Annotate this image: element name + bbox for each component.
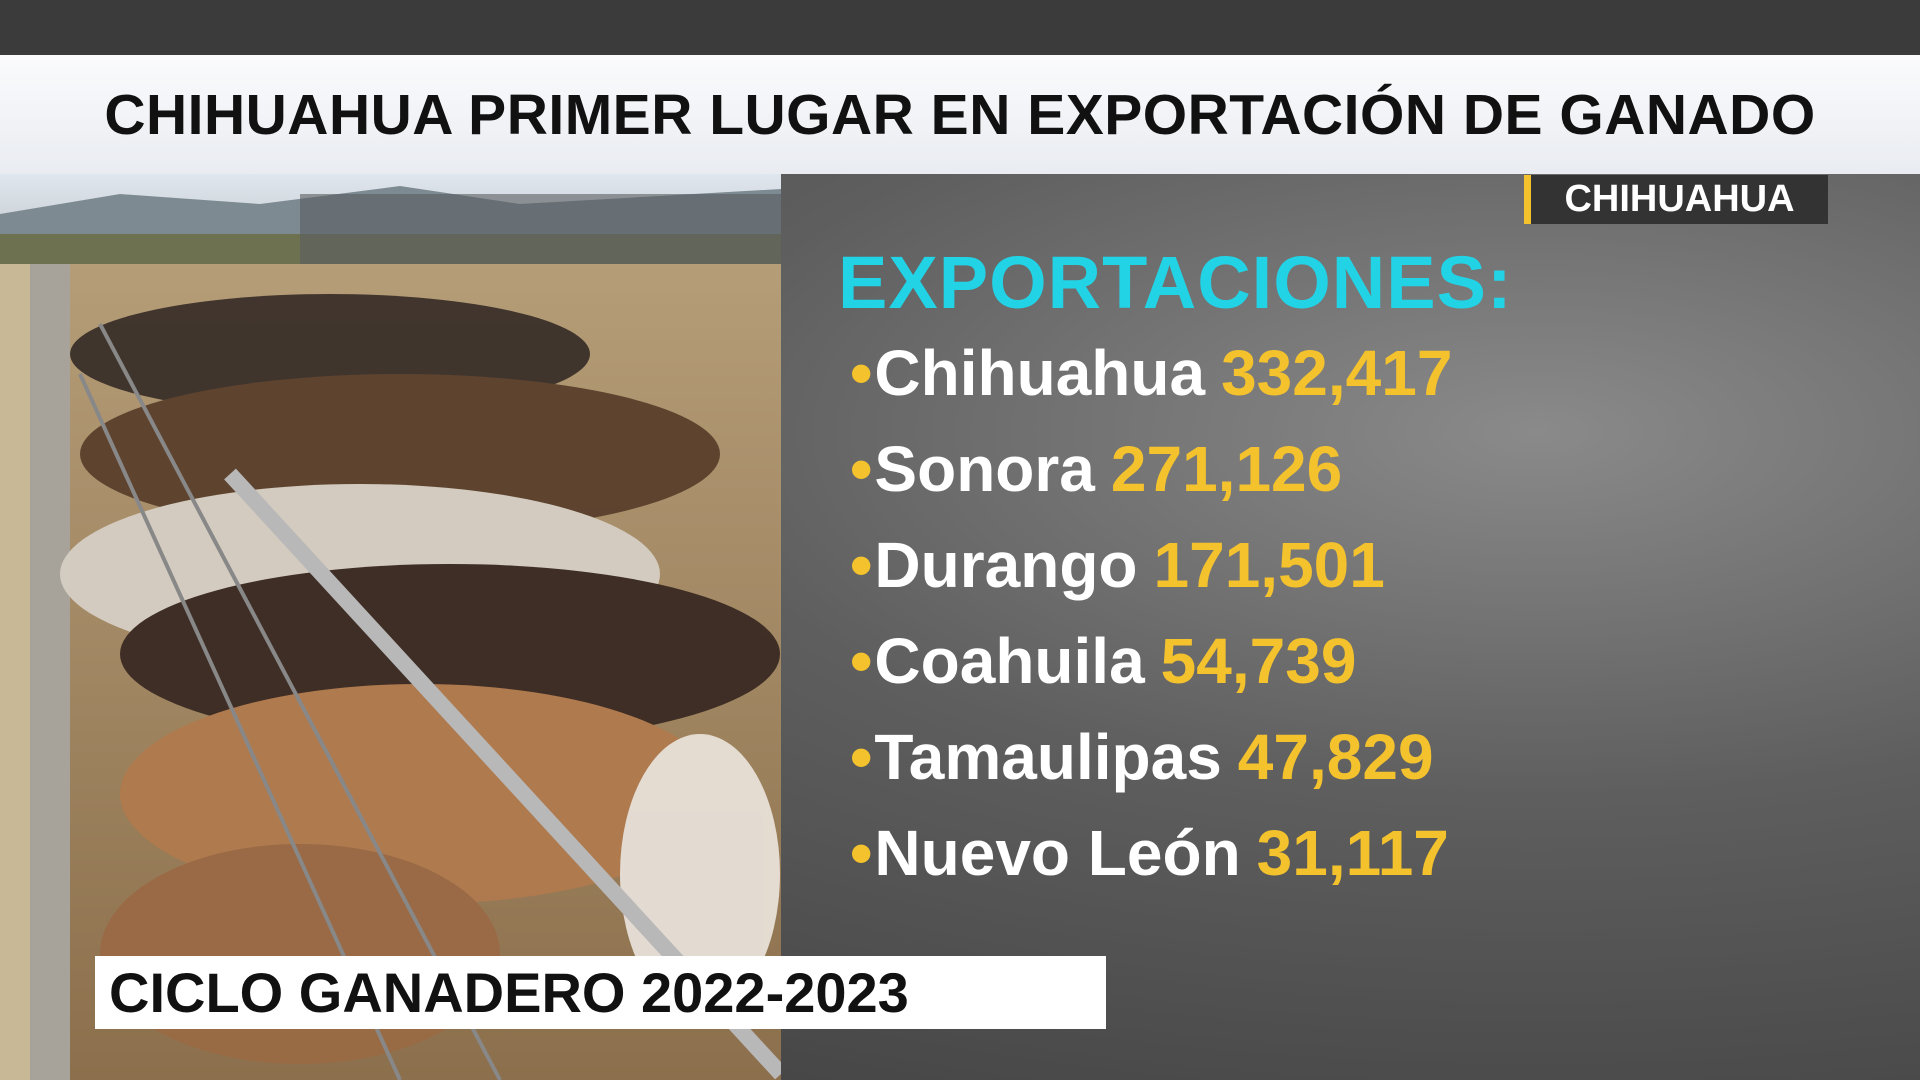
state-name: Nuevo León bbox=[874, 817, 1241, 889]
list-heading: EXPORTACIONES: bbox=[838, 241, 1513, 324]
caption-box: CICLO GANADERO 2022-2023 bbox=[95, 956, 1106, 1029]
title-bar: CHIHUAHUA PRIMER LUGAR EN EXPORTACIÓN DE… bbox=[0, 55, 1920, 174]
caption: CICLO GANADERO 2022-2023 bbox=[109, 961, 909, 1024]
state-name: Durango bbox=[874, 529, 1138, 601]
export-count: 171,501 bbox=[1153, 529, 1385, 601]
state-name: Chihuahua bbox=[874, 337, 1206, 409]
top-bar bbox=[0, 0, 1920, 55]
export-count: 332,417 bbox=[1221, 337, 1453, 409]
state-name: Tamaulipas bbox=[874, 721, 1222, 793]
state-name: Sonora bbox=[874, 433, 1095, 505]
export-count: 271,126 bbox=[1110, 433, 1343, 505]
cattle-photo bbox=[0, 174, 781, 1080]
state-name: Coahuila bbox=[874, 625, 1145, 697]
export-count: 31,117 bbox=[1256, 817, 1449, 889]
location-tag: CHIHUAHUA bbox=[1524, 175, 1828, 224]
headline: CHIHUAHUA PRIMER LUGAR EN EXPORTACIÓN DE… bbox=[104, 82, 1816, 147]
export-count: 54,739 bbox=[1160, 625, 1357, 697]
export-count: 47,829 bbox=[1237, 721, 1434, 793]
